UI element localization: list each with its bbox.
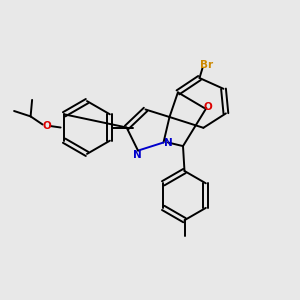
Text: N: N [164,137,173,148]
Text: N: N [133,150,142,160]
Text: O: O [43,121,52,131]
Text: O: O [203,102,212,112]
Text: Br: Br [200,60,214,70]
